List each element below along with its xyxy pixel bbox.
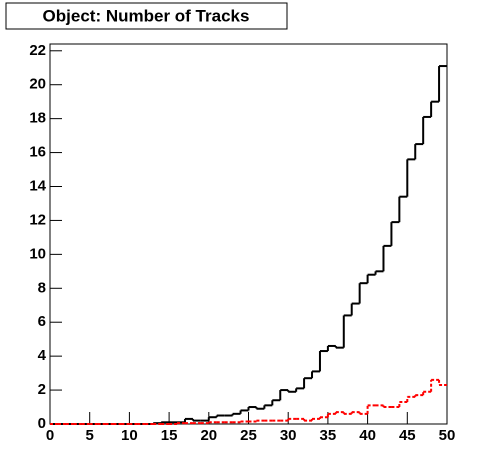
x-tick-label: 45 <box>399 427 416 444</box>
x-tick-label: 50 <box>439 427 456 444</box>
y-tick-label: 0 <box>38 415 46 432</box>
y-tick-label: 16 <box>29 144 46 161</box>
x-tick-label: 10 <box>121 427 138 444</box>
x-tick-label: 35 <box>320 427 337 444</box>
chart-title: Object: Number of Tracks <box>43 6 250 25</box>
title-box <box>5 2 288 30</box>
x-tick-label: 30 <box>280 427 297 444</box>
y-tick-label: 14 <box>29 177 46 194</box>
x-tick-label: 25 <box>240 427 257 444</box>
y-tick-label: 4 <box>38 347 47 364</box>
y-tick-label: 6 <box>38 313 46 330</box>
y-tick-label: 22 <box>29 42 46 59</box>
y-tick-label: 10 <box>29 245 46 262</box>
y-tick-label: 18 <box>29 110 46 127</box>
x-tick-label: 5 <box>86 427 94 444</box>
x-tick-label: 0 <box>46 427 54 444</box>
y-tick-label: 20 <box>29 76 46 93</box>
y-tick-label: 12 <box>29 211 46 228</box>
x-tick-label: 20 <box>200 427 217 444</box>
plot-frame <box>49 43 448 425</box>
x-tick-label: 40 <box>359 427 376 444</box>
y-tick-label: 8 <box>38 279 46 296</box>
y-tick-label: 2 <box>38 381 46 398</box>
x-tick-label: 15 <box>161 427 178 444</box>
